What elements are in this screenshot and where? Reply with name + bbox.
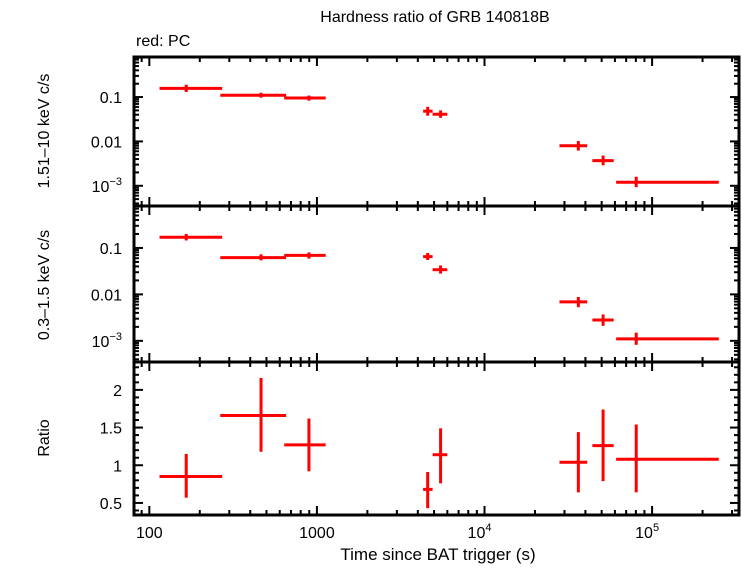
data-point	[592, 409, 614, 482]
y-tick-label: 0.5	[100, 496, 122, 513]
data-point	[559, 296, 588, 308]
y-axis-label-top: 1.51–10 keV c/s	[36, 74, 53, 189]
y-axis-label-middle: 0.3–1.5 keV c/s	[36, 230, 53, 340]
data-point	[616, 332, 719, 345]
data-point	[220, 254, 287, 261]
data-point	[220, 377, 287, 452]
x-tick-label: 104	[468, 522, 492, 542]
chart-title: Hardness ratio of GRB 140818B	[320, 9, 549, 26]
data-point	[432, 428, 448, 484]
panel-top: 0.1 0.01 10−3	[91, 55, 741, 208]
y-tick-label: 0.1	[100, 241, 122, 258]
y-tick-label: 0.01	[91, 134, 122, 151]
y-tick-label: 0.1	[100, 90, 122, 107]
y-tick-label: 0.01	[91, 287, 122, 304]
x-tick-label: 100	[136, 525, 163, 542]
y-axis-label-bottom: Ratio	[36, 419, 53, 456]
data-point	[616, 424, 719, 493]
data-point	[616, 176, 719, 188]
data-point	[559, 141, 588, 151]
data-point	[284, 95, 326, 101]
x-tick-label: 1000	[299, 525, 335, 542]
y-tick-label: 1	[113, 458, 122, 475]
data-point	[159, 233, 223, 241]
y-tick-label: 2	[113, 383, 122, 400]
data-point	[592, 155, 614, 166]
data-point	[559, 432, 588, 493]
data-point	[423, 106, 433, 116]
y-tick-label: 10−3	[92, 331, 122, 351]
y-tick-label: 10−3	[92, 176, 122, 196]
data-point	[220, 92, 287, 98]
data-point	[432, 110, 448, 118]
data-point	[423, 252, 433, 260]
data-point	[159, 84, 223, 93]
plot-frame	[132, 360, 741, 517]
x-axis-label: Time since BAT trigger (s)	[340, 545, 535, 564]
panel-middle: 0.1 0.01 10−3	[91, 204, 741, 364]
data-point	[592, 314, 614, 326]
data-point	[432, 265, 448, 274]
x-tick-label: 105	[635, 522, 659, 542]
y-tick-label: 1.5	[100, 421, 122, 438]
data-point	[159, 453, 223, 498]
legend-label: red: PC	[136, 33, 190, 50]
panel-bottom: 2 1.5 1 0.5 100 1000 104 105	[100, 360, 741, 542]
data-point	[423, 472, 433, 509]
data-point	[284, 252, 326, 259]
data-point	[284, 418, 326, 472]
